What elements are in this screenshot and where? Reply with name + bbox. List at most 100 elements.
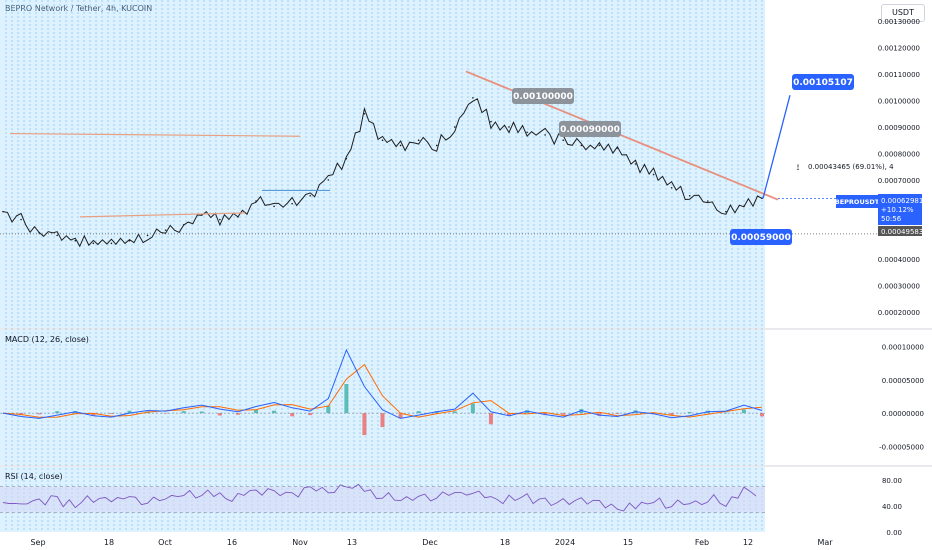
macd-histogram-bar [254,409,258,414]
price-point [508,126,510,128]
symbol-tag-box [836,195,878,208]
macd-histogram-bar [398,413,403,419]
macd-histogram-bar [488,413,493,425]
low-tag: 0.00049583 [881,228,923,236]
price-point [652,173,655,176]
x-tick-label: Feb [695,538,709,547]
x-tick-label: Mar [817,538,833,547]
rsi-band [0,486,765,513]
chart-title: BEPRO Network / Tether, 4h, KUCOIN [5,4,153,13]
macd-histogram-bar [91,413,96,416]
price-label-2-text: 0.00090000 [560,125,620,135]
price-point [237,216,239,218]
macd-histogram-bar [669,413,674,416]
price-change: +10.12% [881,206,914,214]
price-point [544,134,546,136]
macd-histogram-bar [561,413,566,415]
price-point [580,144,583,147]
x-tick-label: Nov [292,538,308,547]
price-point [381,139,384,141]
ma-line-upper [9,132,301,137]
macd-histogram-bar [127,410,132,414]
macd-histogram-bar [507,413,511,416]
price-label-1-box [512,88,574,104]
price-point [38,231,40,234]
macd-histogram-bar [760,413,764,417]
x-tick-label: 15 [623,538,633,547]
macd-histogram-bar [272,410,277,414]
range-icon: ⟟ [797,163,800,172]
macd-histogram-bar [525,410,530,414]
price-point [110,242,113,245]
price-axis-label: 0.00040000 [878,256,920,264]
price-point [2,210,4,213]
macd-histogram-bar [37,413,42,415]
x-tick-label: 18 [500,538,510,547]
price-point [706,200,709,202]
price-point [20,218,22,221]
price-axis-label: 0.00070000 [878,177,920,185]
x-tick-label: Dec [422,538,437,547]
macd-histogram-bar [109,413,114,414]
price-label-1-text: 0.00100000 [513,92,573,102]
price-point [490,120,492,123]
macd-histogram-bar [687,411,692,414]
price-axis-label: 0.00100000 [878,98,920,106]
price-point [670,187,673,189]
price-point [56,234,59,237]
x-tick-label: 2024 [555,538,575,547]
price-label-4: 0.00105107 [792,74,854,90]
price-axis-label: 0.00110000 [878,71,920,79]
price-point [327,179,330,181]
macd-histogram-bar [741,409,746,414]
price-point [345,157,348,160]
macd-histogram-bar [416,411,421,414]
price-point [743,205,745,208]
currency-button[interactable]: USDT [881,4,925,22]
macd-axis-label: -0.00005000 [879,443,924,451]
price-point [399,144,402,147]
macd-histogram-bar [217,413,222,416]
range-measure: 0.00043465 (69.01%), 4 [808,163,894,171]
macd-axis-label: 0.00005000 [882,377,924,385]
price-axis-label: 0.00020000 [878,309,920,317]
price-pane-background [0,0,765,328]
price-label-1: 0.00100000 [512,88,574,104]
price-point [164,229,167,231]
rsi-axis-label: 40.00 [882,503,902,511]
price-label-3-text: 0.00059000 [731,233,791,243]
price-point [182,224,185,226]
low-tag-box [878,226,922,236]
rsi-axis-label: 0.00 [886,529,902,537]
price-axis-label: 0.00030000 [878,283,920,291]
x-tick-label: Sep [30,538,45,547]
price-point [255,200,257,202]
macd-line [2,348,763,419]
macd-histogram-bar [326,405,331,414]
price-label-3-box [730,229,792,245]
x-tick-label: 13 [347,538,357,547]
price-axis-label: 0.00130000 [878,18,920,26]
macd-axis-label: 0.00010000 [882,344,924,352]
price-point [725,210,727,213]
price-point [688,194,691,197]
x-tick-label: 16 [227,538,237,547]
price-point [273,205,275,208]
x-tick-label: 18 [104,538,114,547]
macd-histogram-bar [199,411,204,414]
price-label-2-box [559,121,621,137]
macd-histogram-bar [55,411,60,414]
price-point [598,144,601,147]
symbol-tag: BEPROUSDT [835,198,880,206]
price-point [291,202,293,205]
price-point [616,147,619,149]
macd-histogram-bar [470,403,475,414]
price-point [761,197,763,200]
price-point [472,97,474,99]
countdown: 50:56 [881,215,902,223]
macd-histogram-bar [308,413,313,416]
rsi-axis-label: 80.00 [882,477,902,485]
ma-line-lower [79,212,246,218]
price-point [309,194,312,197]
price-point [634,163,637,165]
